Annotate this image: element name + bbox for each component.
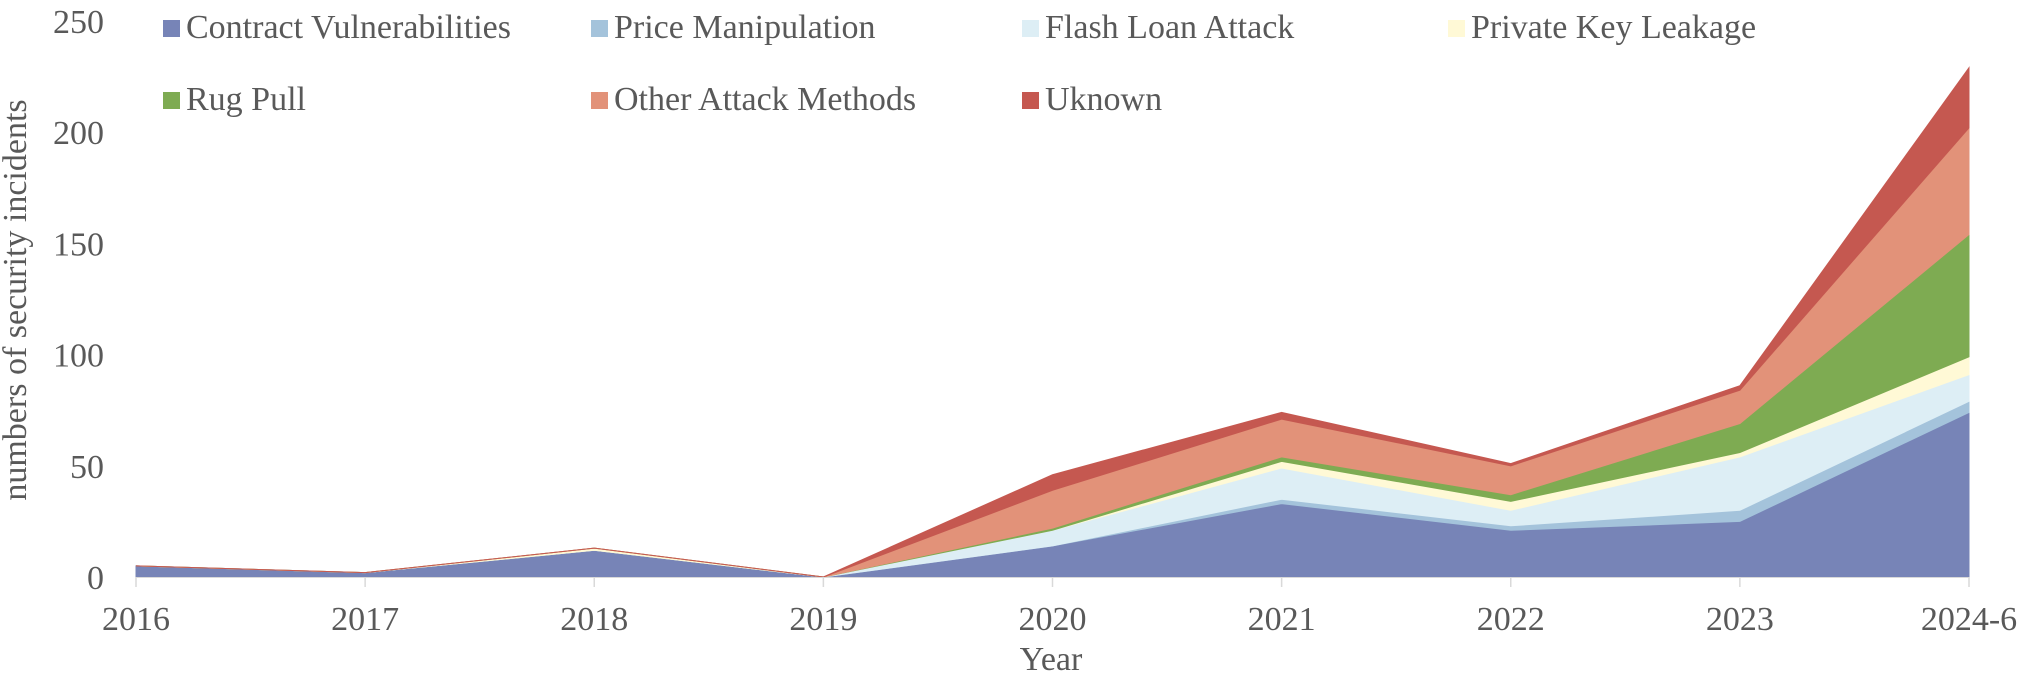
- x-tick-label: 2024-6: [1921, 601, 2017, 638]
- x-tick-label: 2017: [331, 601, 399, 638]
- legend: Contract Vulnerabilities Price Manipulat…: [0, 0, 2025, 130]
- legend-label: Other Attack Methods: [614, 81, 917, 118]
- x-tick-label: 2023: [1706, 601, 1774, 638]
- legend-item-flash-loan-attack: Flash Loan Attack: [1022, 8, 1294, 48]
- x-tick-label: 2022: [1477, 601, 1545, 638]
- legend-item-other-attack-methods: Other Attack Methods: [591, 80, 916, 120]
- legend-label: Private Key Leakage: [1471, 9, 1757, 46]
- legend-label: Price Manipulation: [614, 9, 876, 46]
- legend-swatch-icon: [163, 19, 180, 37]
- y-tick-label: 50: [70, 449, 104, 486]
- x-axis-title: Year: [1020, 641, 1083, 675]
- legend-swatch-icon: [591, 19, 608, 37]
- area-uknown: [135, 66, 1970, 578]
- legend-swatch-icon: [1022, 91, 1039, 109]
- x-tick-label: 2018: [560, 601, 628, 638]
- y-tick-label: 0: [87, 560, 104, 597]
- legend-item-contract-vulnerabilities: Contract Vulnerabilities: [163, 8, 511, 48]
- legend-swatch-icon: [1448, 19, 1465, 37]
- x-tick-label: 2021: [1248, 601, 1316, 638]
- x-axis: 2016 2017 2018 2019 2020 2021 2022 2023 2024-6: [102, 577, 2017, 638]
- y-tick-label: 200: [53, 115, 104, 152]
- chart-areas: [135, 66, 1970, 578]
- legend-label: Contract Vulnerabilities: [186, 9, 511, 46]
- legend-swatch-icon: [163, 91, 180, 109]
- legend-item-rug-pull: Rug Pull: [163, 80, 306, 120]
- legend-item-price-manipulation: Price Manipulation: [591, 8, 876, 48]
- legend-swatch-icon: [1022, 19, 1039, 37]
- legend-label: Uknown: [1045, 81, 1163, 118]
- legend-label: Rug Pull: [186, 81, 306, 118]
- y-axis-title: numbers of security incidents: [0, 99, 34, 500]
- y-axis: 0 50 100 150 200 250: [53, 4, 104, 597]
- legend-swatch-icon: [591, 91, 608, 109]
- legend-label: Flash Loan Attack: [1045, 9, 1295, 46]
- y-tick-label: 100: [53, 338, 104, 375]
- x-tick-label: 2019: [789, 601, 857, 638]
- y-tick-label: 250: [53, 4, 104, 41]
- x-tick-label: 2020: [1019, 601, 1087, 638]
- legend-item-unknown: Uknown: [1022, 80, 1162, 120]
- x-tick-label: 2016: [102, 601, 170, 638]
- y-tick-label: 150: [53, 226, 104, 263]
- legend-item-private-key-leakage: Private Key Leakage: [1448, 8, 1756, 48]
